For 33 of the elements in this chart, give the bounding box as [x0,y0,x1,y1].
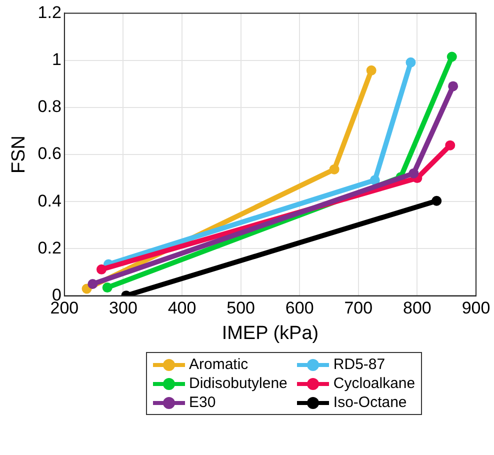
point [408,168,419,178]
x-tick-label: 700 [344,298,373,318]
point [102,282,112,293]
point [96,264,106,274]
point [445,140,456,150]
x-tick-label: 400 [168,298,196,318]
point [370,175,380,186]
point [432,196,442,206]
y-tick-label: 0.4 [38,191,62,210]
legend-label: E30 [189,394,216,411]
y-tick-label: 1 [52,50,62,69]
legend-label: Iso-Octane [333,394,407,411]
x-tick-label: 900 [462,298,490,318]
y-tick-label: 0.6 [38,144,62,164]
point [88,279,98,290]
x-axis-title: IMEP (kPa) [222,322,319,344]
legend-label: Cycloalkane [333,375,416,392]
y-tick-label: 0.8 [38,97,62,116]
x-tick-label: 600 [285,298,314,318]
y-tick-label: 1.2 [38,2,62,22]
y-axis-title: FSN [8,136,30,174]
legend-label: Didisobutylene [189,375,288,392]
point [406,57,416,68]
point [448,81,458,92]
point [446,52,457,62]
x-tick-label: 300 [109,298,138,318]
y-tick-label: 0.2 [38,238,62,258]
legend-label: RD5-87 [333,356,386,373]
x-tick-label: 800 [403,298,432,318]
point [366,65,376,76]
x-tick-label: 500 [226,298,256,318]
point [329,164,340,174]
legend-label: Aromatic [189,356,248,373]
